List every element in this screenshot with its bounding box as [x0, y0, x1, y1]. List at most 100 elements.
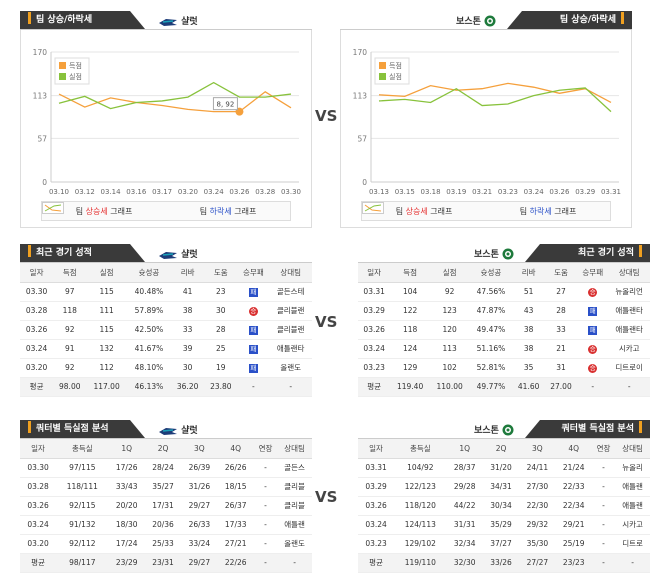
- team-name: 보스톤: [474, 247, 514, 260]
- table-cell: 29/27: [181, 496, 218, 516]
- table-row: 03.30 97 115 40.48% 41 23 패 골든스테: [20, 282, 312, 302]
- table-cell: 애틀랜타: [608, 320, 650, 340]
- table-cell: 49.77%: [469, 377, 513, 397]
- table-cell: -: [277, 553, 312, 573]
- y-tick-label: 0: [42, 178, 47, 187]
- table-row: 03.28 118 111 57.89% 38 30 승 클리블랜: [20, 301, 312, 321]
- table-cell: 23: [204, 282, 238, 302]
- team-name: 샬럿: [158, 14, 198, 27]
- table-cell: 122/123: [394, 477, 447, 497]
- table-cell: -: [608, 377, 650, 397]
- table-cell: 03.24: [20, 515, 57, 535]
- table-cell: 03.23: [358, 358, 391, 378]
- table-cell: 패: [237, 339, 270, 359]
- fall-graph-toggle[interactable]: 팀 하락세 그래프: [42, 202, 256, 217]
- series-line: [58, 90, 292, 113]
- table-cell: 28: [544, 301, 578, 321]
- result-badge: 승: [588, 287, 598, 297]
- table-cell: 시카고: [615, 515, 650, 535]
- table-cell: 37/27: [482, 534, 520, 554]
- table-cell: 승: [237, 301, 270, 321]
- column-header: 리바: [171, 263, 205, 283]
- hornets-logo-icon: [159, 428, 177, 435]
- table-cell: 97: [53, 282, 87, 302]
- table-cell: 41.60: [512, 377, 545, 397]
- recent-results-table: 일자 득점 실점 슛성공 리바 도움 승무패 상대팀 03.30 97 115 40.48% 41 23…: [20, 263, 312, 397]
- table-cell: 111: [86, 301, 127, 321]
- table-cell: -: [591, 477, 616, 497]
- table-cell: 51: [512, 282, 545, 302]
- left-trend-header: 팀 상승/하락세 샬럿: [20, 8, 312, 30]
- vs-label: VS: [315, 313, 338, 331]
- table-row: 03.23 129/102 32/34 37/27 35/30 25/19- 디트로: [358, 534, 650, 554]
- result-badge: 패: [248, 325, 258, 335]
- x-tick-label: 03.17: [152, 188, 172, 196]
- table-row: 03.26 118 120 49.47% 38 33 패 애틀랜타: [358, 320, 650, 340]
- x-tick-label: 03.16: [126, 188, 147, 196]
- table-cell: 20/20: [108, 496, 145, 516]
- column-header: 승무패: [237, 263, 270, 283]
- table-cell: 03.29: [358, 477, 395, 497]
- y-tick-label: 0: [362, 178, 367, 187]
- table-cell: 92: [53, 320, 87, 340]
- table-cell: 35/27: [144, 477, 182, 497]
- table-cell: 32/30: [446, 553, 483, 573]
- table-cell: 30: [171, 358, 205, 378]
- table-cell: 22/33: [555, 477, 592, 497]
- table-cell: 17/26: [108, 458, 145, 478]
- rise-graph-toggle[interactable]: 팀 상승세 그래프: [42, 202, 132, 217]
- right-trend-panel: 보스톤 팀 상승/하락세 0 57 113 170 03.13 03.15 03.18 03.…: [340, 8, 632, 228]
- table-cell: -: [591, 515, 616, 535]
- table-cell: 124/113: [394, 515, 447, 535]
- table-cell: -: [253, 534, 278, 554]
- table-cell: 97/115: [56, 458, 109, 478]
- table-cell: 22/26: [217, 553, 254, 573]
- team-name: 샬럿: [158, 247, 198, 260]
- table-cell: -: [591, 496, 616, 516]
- legend-label: 득점: [69, 62, 82, 70]
- table-cell: 46.13%: [126, 377, 172, 397]
- column-header: 득점: [390, 263, 430, 283]
- table-cell: 115: [86, 282, 127, 302]
- column-header: 도움: [204, 263, 238, 283]
- left-quarter-panel: 쿼터별 득실점 분석 샬럿 일자 총득실 1Q 2Q 3Q 4Q 연장 상대팀 03.30 97…: [20, 417, 312, 573]
- x-tick-label: 03.14: [101, 188, 122, 196]
- hornets-logo-icon: [159, 19, 177, 26]
- table-row: 03.31 104/92 28/37 31/20 24/11 21/24- 뉴올리: [358, 458, 650, 478]
- hornets-logo-icon: [159, 252, 177, 259]
- rise-graph-toggle[interactable]: 팀 상승세 그래프: [362, 202, 452, 217]
- y-tick-label: 113: [33, 92, 48, 101]
- table-cell: 122: [390, 301, 430, 321]
- table-cell: 29/27: [181, 553, 218, 573]
- table-cell: 31: [544, 358, 578, 378]
- result-badge: 승: [588, 363, 598, 373]
- table-cell: 98/117: [56, 553, 109, 573]
- table-cell: 애틀랜타: [608, 301, 650, 321]
- table-cell: 03.29: [358, 301, 391, 321]
- table-cell: 24/11: [519, 458, 556, 478]
- table-cell: 클리블: [277, 477, 312, 497]
- table-cell: 33: [171, 320, 205, 340]
- average-row: 평균 98.00 117.00 46.13% 36.20 23.80- -: [20, 377, 312, 397]
- table-cell: 102: [429, 358, 470, 378]
- column-header: 일자: [358, 439, 395, 459]
- table-cell: 클리블랜: [269, 301, 312, 321]
- y-tick-label: 113: [353, 92, 368, 101]
- y-tick-label: 170: [33, 48, 48, 57]
- column-header: 일자: [358, 263, 391, 283]
- table-cell: 124: [390, 339, 430, 359]
- table-cell: 골든스테: [269, 282, 312, 302]
- section-tab: 쿼터별 득실점 분석: [20, 420, 145, 438]
- column-header: 4Q: [217, 439, 254, 459]
- table-cell: 33/26: [482, 553, 520, 573]
- table-cell: 115: [86, 320, 127, 340]
- column-header: 2Q: [482, 439, 520, 459]
- table-cell: 31/20: [482, 458, 520, 478]
- table-cell: -: [591, 458, 616, 478]
- table-cell: 27: [544, 282, 578, 302]
- table-cell: 애틀랜타: [269, 339, 312, 359]
- table-cell: 42.50%: [126, 320, 172, 340]
- fall-graph-toggle[interactable]: 팀 하락세 그래프: [362, 202, 576, 217]
- table-row: 03.29 122/123 29/28 34/31 27/30 22/33- 애틀랜: [358, 477, 650, 497]
- column-header: 1Q: [108, 439, 145, 459]
